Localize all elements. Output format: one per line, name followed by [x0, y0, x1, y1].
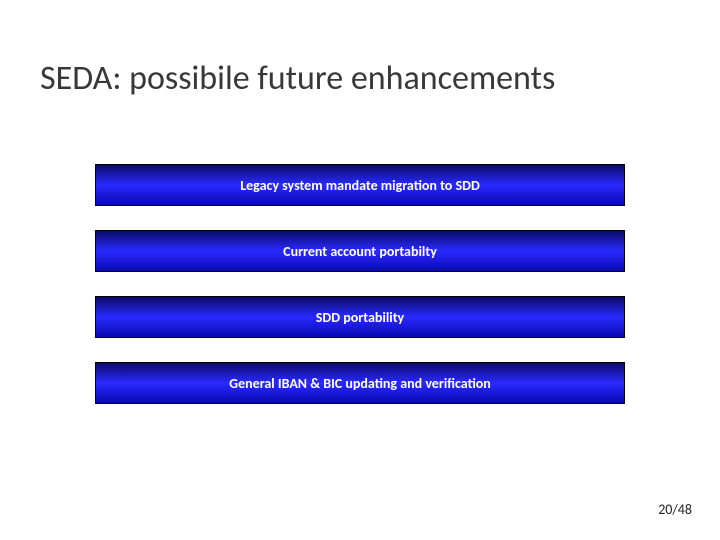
enhancement-bar-label: SDD portability: [316, 309, 404, 326]
enhancement-bar-label: General IBAN & BIC updating and verifica…: [229, 375, 491, 392]
enhancement-bar-label: Current account portabilty: [283, 243, 437, 260]
enhancement-bar: Current account portabilty: [95, 230, 625, 272]
enhancement-bar: SDD portability: [95, 296, 625, 338]
slide-title: SEDA: possibile future enhancements: [40, 58, 680, 99]
enhancement-bar: General IBAN & BIC updating and verifica…: [95, 362, 625, 404]
enhancement-bar: Legacy system mandate migration to SDD: [95, 164, 625, 206]
enhancement-bar-label: Legacy system mandate migration to SDD: [240, 177, 480, 194]
enhancement-bars: Legacy system mandate migration to SDD C…: [95, 164, 625, 404]
slide: SEDA: possibile future enhancements Lega…: [0, 0, 720, 540]
page-number: 20/48: [658, 501, 692, 518]
